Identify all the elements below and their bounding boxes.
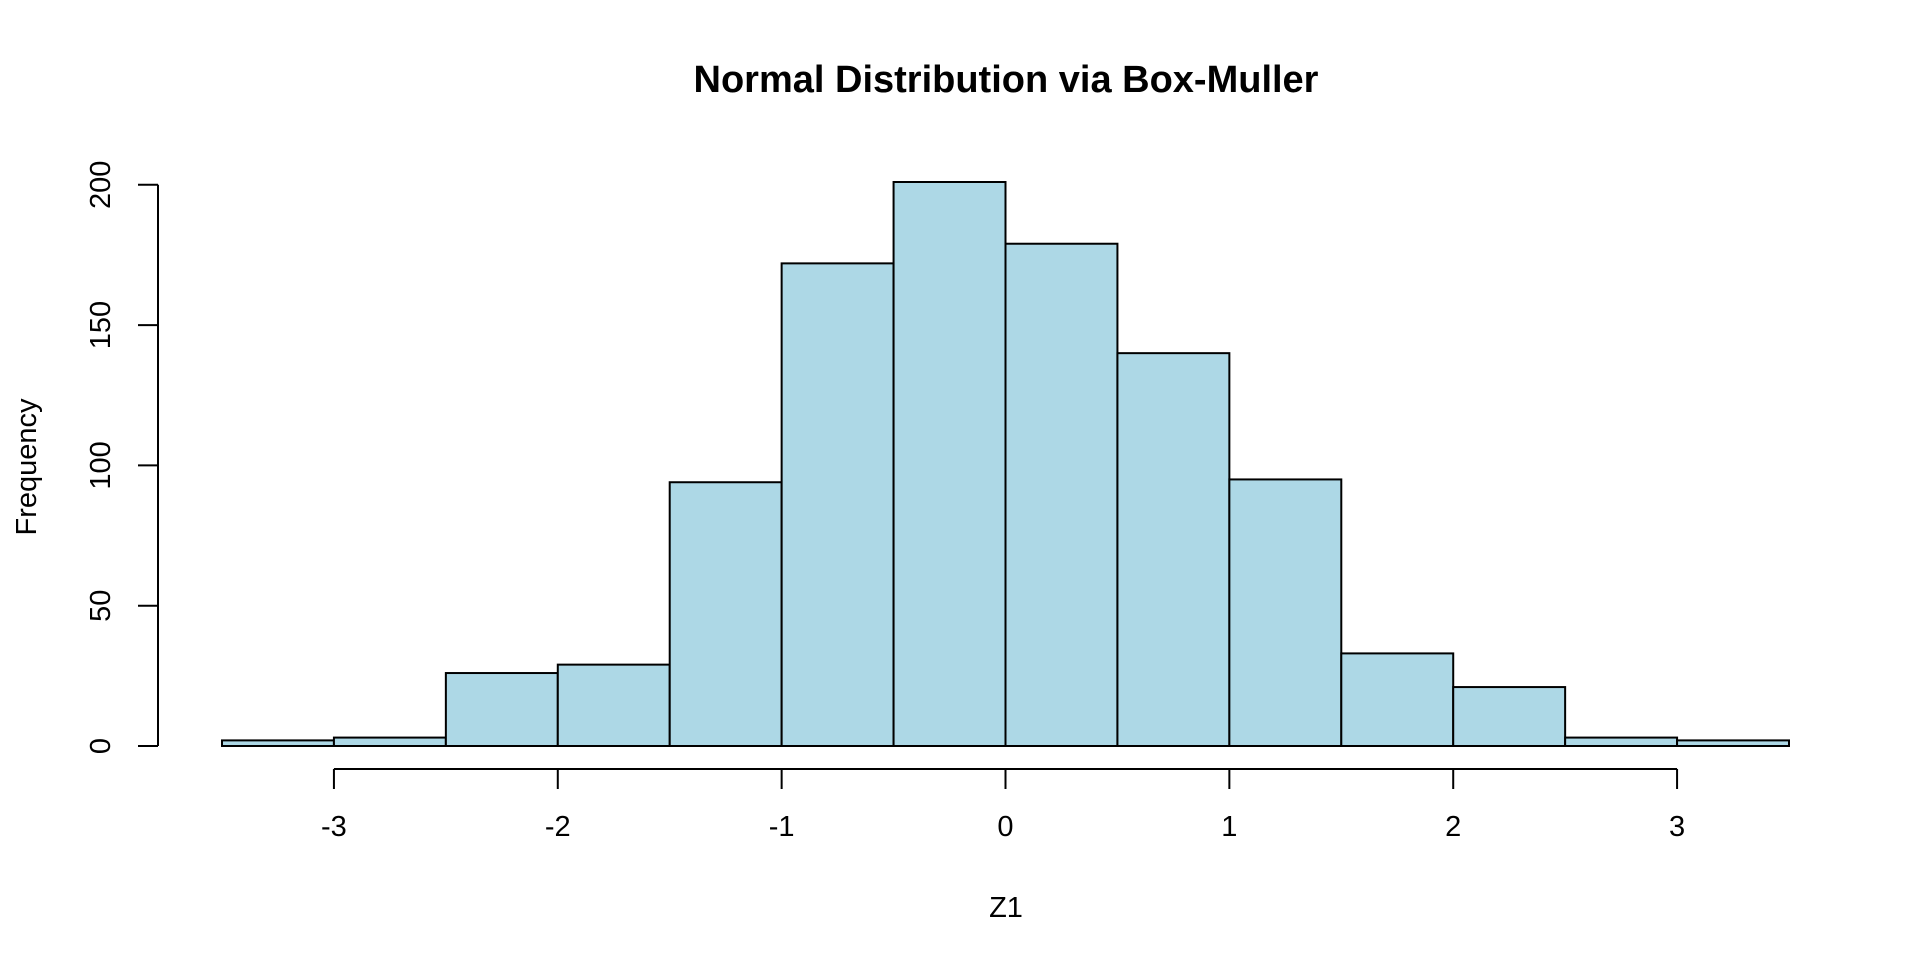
x-tick-label: 1 xyxy=(1221,811,1237,843)
y-axis-label: Frequency xyxy=(11,398,43,536)
histogram-bar xyxy=(444,672,559,747)
x-tick-label: -3 xyxy=(321,811,347,843)
y-tick-label: 200 xyxy=(85,161,117,209)
y-axis: 0 50 100 150 200 xyxy=(85,161,159,754)
x-tick-label: -1 xyxy=(769,811,795,843)
histogram-bar xyxy=(1004,242,1119,747)
y-tick-label: 150 xyxy=(85,301,117,349)
x-axis: -3 -2 -1 0 1 2 3 xyxy=(321,768,1685,843)
histogram-bar xyxy=(668,481,783,747)
x-tick-label: -2 xyxy=(545,811,571,843)
x-tick-label: 3 xyxy=(1669,811,1685,843)
bars-group xyxy=(221,181,1790,748)
histogram-bar xyxy=(892,181,1007,747)
chart-title: Normal Distribution via Box-Muller xyxy=(694,59,1319,101)
x-tick-label: 2 xyxy=(1445,811,1461,843)
x-axis-label: Z1 xyxy=(989,892,1023,924)
histogram-bar xyxy=(1676,739,1790,748)
histogram-bar xyxy=(780,262,895,747)
histogram-bar xyxy=(556,663,671,748)
histogram-bar xyxy=(1340,652,1455,748)
histogram-bar xyxy=(1564,736,1679,748)
y-tick-label: 50 xyxy=(85,590,117,622)
histogram-bar xyxy=(1228,478,1343,747)
histogram-bar xyxy=(1116,352,1231,747)
histogram-bar xyxy=(1452,686,1567,748)
histogram-bar xyxy=(332,736,447,748)
y-tick-label: 100 xyxy=(85,441,117,489)
histogram-bar xyxy=(221,739,335,748)
x-tick-label: 0 xyxy=(997,811,1013,843)
y-tick-label: 0 xyxy=(85,738,117,754)
